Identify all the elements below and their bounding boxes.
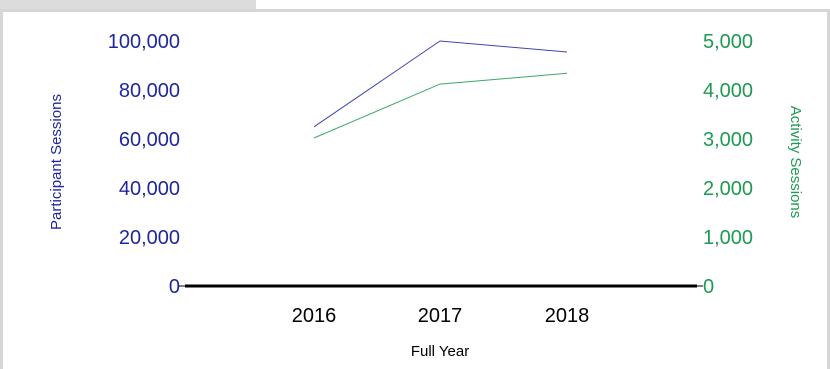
left-axis-ticks: 0 20,000 40,000 60,000 80,000 100,000: [108, 31, 180, 298]
x-tick-label: 2017: [418, 305, 463, 327]
series-lines: [313, 40, 568, 139]
right-tick-label: 5,000: [703, 31, 753, 53]
frame-top-border: [0, 9, 830, 12]
right-tick-label: 4,000: [703, 80, 753, 102]
x-tick-label: 2018: [545, 305, 590, 327]
right-tick-label: 1,000: [703, 227, 753, 249]
x-axis-ticks: 2016 2017 2018: [292, 305, 590, 327]
left-tick-label: 60,000: [119, 129, 180, 151]
left-tick-label: 80,000: [119, 80, 180, 102]
right-tick-label: 2,000: [703, 178, 753, 200]
top-tab-bar: [0, 0, 256, 9]
right-tick-label: 3,000: [703, 129, 753, 151]
frame-left-border: [0, 9, 3, 369]
right-axis-title: Activity Sessions: [787, 106, 804, 219]
x-axis-title: Full Year: [411, 343, 469, 360]
activity-sessions-line: [313, 72, 568, 139]
left-tick-label: 20,000: [119, 227, 180, 249]
frame-right-border: [827, 9, 830, 369]
left-tick-label: 0: [169, 276, 180, 298]
left-axis-title: Participant Sessions: [48, 94, 65, 230]
x-tick-label: 2016: [292, 305, 337, 327]
left-tick-label: 40,000: [119, 178, 180, 200]
right-tick-label: 0: [703, 276, 714, 298]
left-tick-label: 100,000: [108, 31, 180, 53]
right-axis-ticks: 0 1,000 2,000 3,000 4,000 5,000: [703, 31, 753, 298]
participant-sessions-line: [313, 40, 568, 128]
